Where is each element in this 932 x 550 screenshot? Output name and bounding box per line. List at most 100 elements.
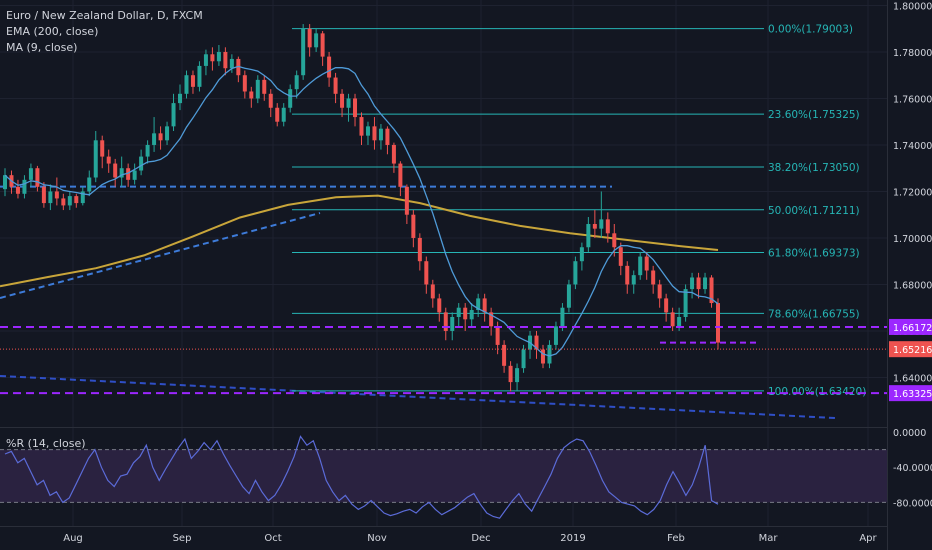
candle-body [158, 133, 163, 141]
candle-body [210, 54, 215, 62]
x-tick-label: Nov [367, 533, 387, 544]
candle-body [145, 144, 150, 157]
candle-body [502, 344, 507, 366]
ma-legend[interactable]: MA (9, close) [6, 41, 78, 54]
price-tag-box [889, 341, 932, 358]
fib-level-label: 50.00%(1.71211) [768, 205, 860, 217]
trendline-dashed [0, 212, 321, 299]
ema-legend[interactable]: EMA (200, close) [6, 25, 99, 38]
symbol-title[interactable]: Euro / New Zealand Dollar, D, FXCM [6, 9, 203, 22]
candle-body [178, 93, 183, 104]
price-tag-label: 1.63325 [893, 389, 932, 400]
candle-body [450, 317, 455, 331]
candle-body [553, 326, 558, 345]
price-tag-box [889, 318, 932, 335]
candle-body [560, 307, 565, 327]
candle-body [262, 79, 267, 94]
candle-body [113, 163, 118, 178]
candle-body [534, 335, 539, 350]
candle-body [391, 144, 396, 164]
price-tag-box [889, 385, 932, 402]
candle-body [294, 75, 299, 90]
fib-level-label: 78.60%(1.66755) [768, 308, 860, 320]
price-tags: 1.66172 1.65216 1.63325 [0, 318, 932, 402]
price-tag-label: 1.66172 [893, 323, 932, 334]
candle-body [223, 51, 228, 69]
candle-body [54, 191, 59, 199]
candle-body [61, 198, 66, 206]
candle-body [307, 28, 312, 48]
x-tick-label: Feb [667, 533, 685, 544]
candle-body [80, 191, 85, 204]
candle-body [469, 310, 474, 320]
candle-body [398, 163, 403, 187]
candle-body [417, 237, 422, 262]
candle-body [301, 28, 306, 76]
candle-body [67, 196, 72, 206]
fib-level-label: 100.00%(1.63420) [768, 386, 866, 398]
x-tick-label: Sep [173, 533, 192, 544]
price-tick-label: 1.68000 [893, 280, 932, 291]
candle-body [93, 140, 98, 178]
x-tick-label: Apr [859, 533, 877, 544]
price-tick-label: 1.80000 [893, 1, 932, 12]
candle-body [521, 349, 526, 369]
x-tick-label: 2019 [560, 533, 585, 544]
williams-r-pane: 0.0000 -40.0000 -80.0000 [0, 428, 932, 519]
candle-body [495, 326, 500, 345]
candle-body [126, 168, 131, 180]
candle-body [411, 214, 416, 238]
williams-r-legend[interactable]: %R (14, close) [6, 437, 86, 450]
candle-body [171, 103, 176, 127]
candle-body [463, 307, 468, 320]
candle-body [190, 75, 195, 87]
levels-layer: 0.00%(1.79003) 23.60%(1.75325) 38.20%(1.73… [0, 24, 866, 419]
candle-body [404, 186, 409, 215]
candle-body [657, 284, 662, 299]
candle-body [119, 168, 124, 178]
candle-body [255, 79, 260, 99]
fib-level-label: 23.60%(1.75325) [768, 109, 860, 121]
candle-body [430, 284, 435, 299]
candles-layer [3, 24, 720, 392]
wr-tick-label: -80.0000 [893, 498, 932, 509]
candle-body [132, 170, 137, 180]
x-axis: Aug Sep Oct Nov Dec 2019 Feb Mar Apr [63, 533, 877, 544]
candle-body [3, 175, 7, 190]
candle-body [35, 168, 40, 187]
candle-body [242, 75, 247, 92]
ma-9-line [4, 65, 719, 357]
candle-body [631, 275, 636, 285]
wr-line [4, 435, 719, 519]
candle-body [216, 51, 221, 62]
candle-body [579, 247, 584, 262]
ma-9-layer [4, 65, 719, 357]
wr-tick-label: -40.0000 [893, 463, 932, 474]
price-tick-label: 1.70000 [893, 234, 932, 245]
candle-body [605, 219, 610, 234]
candle-body [378, 128, 383, 141]
candle-body [586, 224, 591, 248]
candle-body [100, 140, 105, 157]
candle-body [547, 344, 552, 364]
candle-body [566, 284, 571, 308]
candle-body [327, 56, 332, 78]
candle-body [346, 98, 351, 108]
candle-body [424, 261, 429, 285]
candle-body [683, 289, 688, 318]
candle-body [314, 33, 319, 48]
candle-body [456, 307, 461, 318]
candle-body [281, 107, 286, 122]
candle-body [703, 277, 708, 290]
candle-body [573, 261, 578, 285]
candle-body [139, 156, 144, 171]
candle-body [22, 179, 27, 194]
candle-body [365, 126, 370, 136]
candle-body [385, 128, 390, 145]
candle-body [288, 89, 293, 108]
candle-body [353, 98, 358, 118]
candle-body [320, 33, 325, 57]
candle-body [15, 186, 20, 194]
fib-level-label: 38.20%(1.73050) [768, 162, 860, 174]
